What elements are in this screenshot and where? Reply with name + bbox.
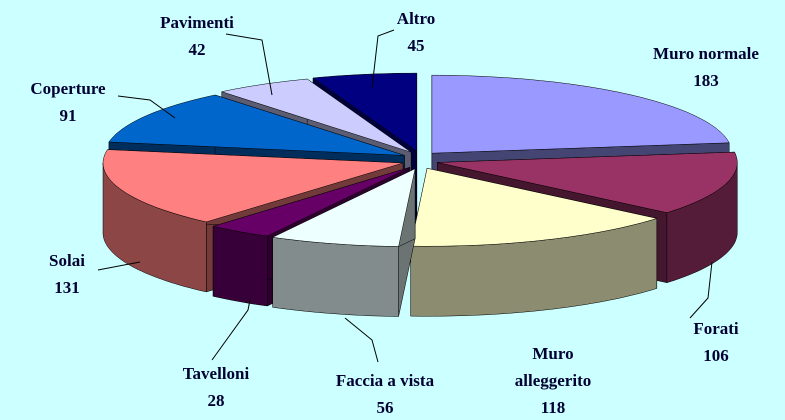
value-label: 56 [377,398,394,417]
category-label: Faccia a vista [336,371,435,390]
slice-top [271,168,416,247]
category-label: Solai [49,251,85,270]
category-label: Tavelloni [183,364,250,383]
leader-line [344,317,379,363]
value-label: 28 [208,391,225,410]
slice-top [213,167,410,237]
value-label: 183 [693,71,719,90]
leader-line [371,29,395,89]
category-label: Muro alleggerito [515,344,591,390]
slice-wall [272,237,399,317]
slice-top [102,149,404,223]
slice-top [108,94,405,156]
slice-top [220,78,412,153]
slice [410,167,658,317]
leader-line [117,95,176,119]
value-label: 118 [541,398,566,417]
value-label: 131 [54,278,80,297]
slice-top [437,151,738,213]
category-label: Muro normale [653,44,759,63]
leader-line [97,261,141,271]
slice-wall [212,225,268,307]
leader-line [225,33,273,96]
value-label: 45 [408,36,425,55]
slice-top [431,74,730,154]
category-label: Pavimenti [160,13,234,32]
value-label: 42 [189,40,206,59]
slice [271,168,416,317]
leader-line [211,299,251,361]
value-label: 91 [60,106,77,125]
category-label: Coperture [30,79,106,98]
category-label: Forati [693,319,739,338]
category-label: Altro [397,9,435,28]
pie [102,72,738,317]
slice-top [410,168,658,247]
leader-line [689,261,713,319]
slice-top [312,72,418,152]
value-label: 106 [703,346,729,365]
